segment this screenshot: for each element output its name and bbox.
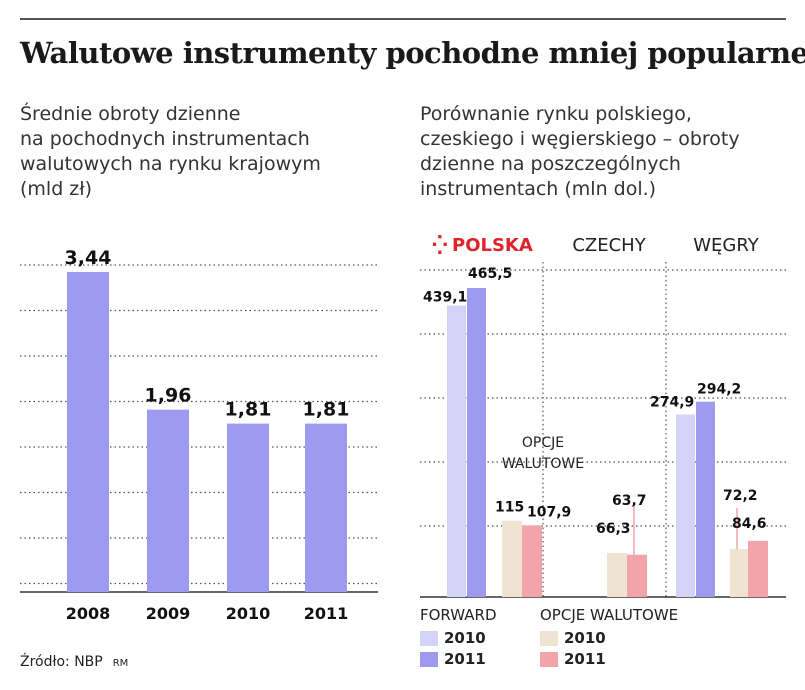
right-subtitle-line: Porównanie rynku polskiego,: [420, 103, 692, 125]
legend-forward-heading: FORWARD: [420, 606, 497, 624]
legend-swatch-opcje-2010: [540, 631, 558, 646]
right-bar-polska-series2: [502, 520, 522, 597]
legend-opcje-heading: OPCJE WALUTOWE: [540, 606, 679, 624]
legend-swatch-forward-2011: [420, 652, 438, 667]
right-bar-value-label: 66,3: [596, 521, 631, 537]
legend-label-forward-2010: 2010: [444, 629, 486, 647]
right-bar-polska-series1: [467, 288, 486, 597]
right-subtitle-line: dzienne na poszczególnych: [420, 153, 681, 175]
right-bar-węgry-series1: [696, 401, 715, 597]
right-bar-value-label: 107,9: [527, 504, 571, 520]
right-bar-value-label: 439,1: [423, 290, 467, 306]
left-category-label: 2010: [226, 604, 271, 623]
right-bar-value-label: 465,5: [468, 266, 512, 282]
group-header-czechy: CZECHY: [572, 235, 646, 256]
right-bar-value-label: 63,7: [612, 493, 647, 509]
left-bar-value-label: 1,81: [225, 399, 272, 421]
legend-swatch-forward-2010: [420, 631, 438, 646]
right-subtitle-line: czeskiego i węgierskiego – obroty: [420, 128, 740, 150]
annotation-opcje-line1: OPCJE: [522, 435, 564, 451]
group-header-wegry: WĘGRY: [693, 235, 759, 256]
left-category-label: 2011: [304, 604, 349, 623]
left-bar-2008: [67, 272, 109, 592]
group-header-polska-mark: ⁛: [432, 235, 448, 256]
top-rule: [20, 18, 786, 20]
left-subtitle-line: Średnie obroty dzienne: [20, 103, 241, 125]
source-note: Źródło: NBP RM: [20, 654, 128, 670]
right-bar-węgry-series2: [730, 549, 750, 597]
left-bar-value-label: 1,81: [303, 399, 350, 421]
right-bar-value-label: 84,6: [732, 516, 767, 532]
left-category-label: 2008: [66, 604, 111, 623]
left-bar-value-label: 3,44: [65, 247, 112, 269]
left-chart-subtitle: Średnie obroty dzienne na pochodnych ins…: [20, 102, 321, 202]
legend-label-opcje-2011: 2011: [564, 650, 606, 668]
right-bar-value-label: 274,9: [650, 395, 694, 411]
right-bar-value-label: 72,2: [723, 488, 758, 504]
left-category-label: 2009: [146, 604, 191, 623]
left-bar-2010: [227, 423, 269, 592]
left-subtitle-line: walutowych na rynku krajowym: [20, 153, 321, 175]
left-bar-value-label: 1,96: [145, 385, 192, 407]
right-subtitle-line: instrumentach (mln dol.): [420, 178, 657, 200]
right-bar-polska-series0: [447, 305, 466, 597]
right-bar-polska-series3: [522, 525, 542, 597]
annotation-opcje-line2: WALUTOWE: [502, 456, 584, 472]
right-bar-węgry-series0: [676, 414, 695, 597]
legend-label-forward-2011: 2011: [444, 650, 486, 668]
right-chart-subtitle: Porównanie rynku polskiego, czeskiego i …: [420, 102, 740, 202]
source-text: Źródło: NBP: [20, 654, 103, 670]
left-bar-2009: [147, 409, 189, 592]
page-title: Walutowe instrumenty pochodne mniej popu…: [20, 36, 805, 70]
right-bar-value-label: 294,2: [697, 382, 741, 398]
author-initials: RM: [112, 658, 129, 669]
left-subtitle-line: (mld zł): [20, 178, 93, 200]
legend-label-opcje-2010: 2010: [564, 629, 606, 647]
group-header-polska: POLSKA: [452, 235, 533, 256]
right-bar-czechy-series3: [627, 554, 647, 597]
legend-swatch-opcje-2011: [540, 652, 558, 667]
right-bar-węgry-series3: [748, 540, 768, 597]
right-bar-czechy-series2: [607, 552, 627, 597]
left-bar-2011: [305, 423, 347, 592]
right-bar-value-label: 115: [495, 500, 524, 516]
left-subtitle-line: na pochodnych instrumentach: [20, 128, 310, 150]
